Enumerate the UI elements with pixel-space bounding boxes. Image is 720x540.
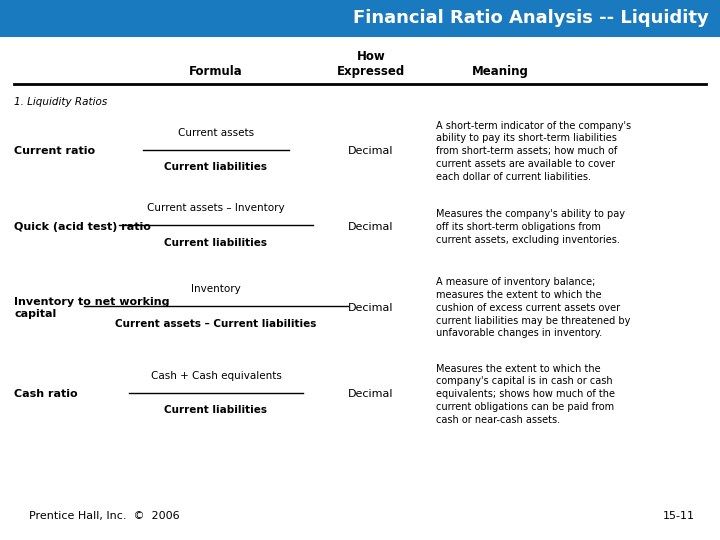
FancyBboxPatch shape [0, 0, 720, 37]
Text: Decimal: Decimal [348, 222, 394, 232]
Text: Financial Ratio Analysis -- Liquidity: Financial Ratio Analysis -- Liquidity [354, 9, 709, 28]
Text: Current ratio: Current ratio [14, 146, 96, 156]
Text: A short-term indicator of the company's
ability to pay its short-term liabilitie: A short-term indicator of the company's … [436, 120, 631, 182]
Text: 15-11: 15-11 [663, 511, 695, 521]
Text: Quick (acid test) ratio: Quick (acid test) ratio [14, 222, 151, 232]
Text: Measures the extent to which the
company's capital is in cash or cash
equivalent: Measures the extent to which the company… [436, 363, 615, 425]
Text: Inventory to net working
capital: Inventory to net working capital [14, 296, 170, 319]
Text: Cash ratio: Cash ratio [14, 389, 78, 399]
Text: Meaning: Meaning [472, 65, 528, 78]
Text: 1. Liquidity Ratios: 1. Liquidity Ratios [14, 97, 108, 107]
Text: Decimal: Decimal [348, 146, 394, 156]
Text: Current assets – Current liabilities: Current assets – Current liabilities [115, 319, 317, 329]
Text: Measures the company's ability to pay
off its short-term obligations from
curren: Measures the company's ability to pay of… [436, 209, 624, 245]
Text: Current liabilities: Current liabilities [164, 162, 268, 172]
Text: Prentice Hall, Inc.  ©  2006: Prentice Hall, Inc. © 2006 [29, 511, 179, 521]
Text: A measure of inventory balance;
measures the extent to which the
cushion of exce: A measure of inventory balance; measures… [436, 277, 630, 339]
Text: Decimal: Decimal [348, 303, 394, 313]
Text: Current liabilities: Current liabilities [164, 238, 268, 248]
Text: Decimal: Decimal [348, 389, 394, 399]
Text: Current assets – Inventory: Current assets – Inventory [147, 203, 285, 213]
Text: Cash + Cash equivalents: Cash + Cash equivalents [150, 370, 282, 381]
Text: Current liabilities: Current liabilities [164, 405, 268, 415]
Text: Formula: Formula [189, 65, 243, 78]
Text: How
Expressed: How Expressed [337, 50, 405, 78]
Text: Current assets: Current assets [178, 127, 254, 138]
Text: Inventory: Inventory [191, 284, 241, 294]
